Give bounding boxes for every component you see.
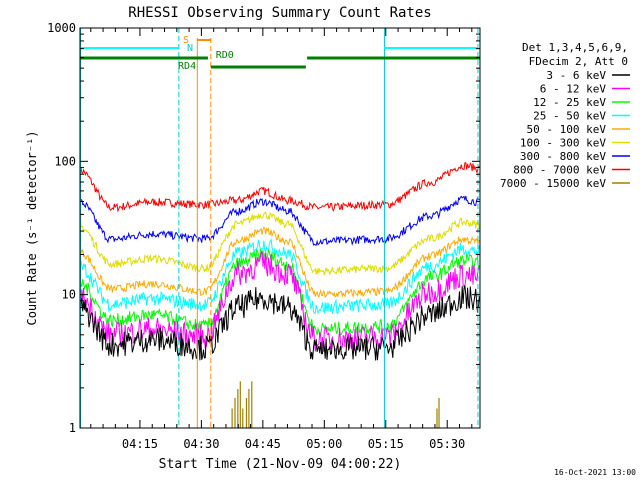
series-line-4	[79, 226, 480, 299]
marker-layer: NS RD0 RD4	[80, 28, 480, 428]
legend-entry-label: 800 - 7000 keV	[513, 164, 606, 177]
legend-entry-label: 300 - 800 keV	[520, 150, 606, 163]
y-axis-label: Count Rate (s⁻¹ detector⁻¹)	[25, 130, 39, 325]
y-tick-label: 10	[62, 288, 76, 302]
x-tick-label: 05:30	[429, 437, 465, 451]
x-axis-label: Start Time (21-Nov-09 04:00:22)	[159, 457, 402, 472]
legend-entry-label: 100 - 300 keV	[520, 137, 606, 150]
y-tick-label: 100	[54, 154, 76, 168]
x-tick-label: 04:45	[245, 437, 281, 451]
legend-header-line: Det 1,3,4,5,6,9,	[522, 41, 628, 54]
legend-header-line: FDecim 2, Att 0	[529, 55, 628, 68]
generation-timestamp: 16-Oct-2021 13:00	[554, 468, 636, 477]
night-label: N	[187, 43, 193, 54]
x-tick-label: 04:30	[183, 437, 219, 451]
series-line-0	[79, 285, 480, 361]
saa-label: S	[183, 35, 189, 46]
y-tick-label: 1000	[47, 21, 76, 35]
series-line-3	[79, 238, 480, 315]
x-tick-label: 04:15	[122, 437, 158, 451]
series-line-2	[79, 248, 480, 338]
series-line-7	[79, 162, 480, 213]
y-tick-label: 1	[69, 421, 76, 435]
legend-entry-label: 3 - 6 keV	[546, 69, 606, 82]
series-line-6	[79, 195, 480, 246]
legend-entry-label: 25 - 50 keV	[533, 110, 606, 123]
chart-title: RHESSI Observing Summary Count Rates	[128, 5, 431, 21]
legend: Det 1,3,4,5,6,9,FDecim 2, Att 03 - 6 keV…	[500, 41, 630, 190]
series-layer	[79, 162, 480, 428]
legend-entry-label: 6 - 12 keV	[540, 83, 607, 96]
plot-frame	[79, 27, 481, 429]
series-line-1	[79, 251, 480, 354]
rd4-label: RD4	[178, 61, 196, 72]
x-tick-label: 05:00	[306, 437, 342, 451]
legend-entry-label: 50 - 100 keV	[527, 123, 607, 136]
x-tick-label: 05:15	[368, 437, 404, 451]
rd0-label: RD0	[216, 50, 234, 61]
series-line-5	[79, 210, 480, 276]
axes-layer: 1 10 100 1000 04:15 04:30 04:45 05:00 05:15 05:30	[47, 21, 480, 451]
legend-entry-label: 12 - 25 keV	[533, 96, 606, 109]
legend-entry-label: 7000 - 15000 keV	[500, 177, 606, 190]
